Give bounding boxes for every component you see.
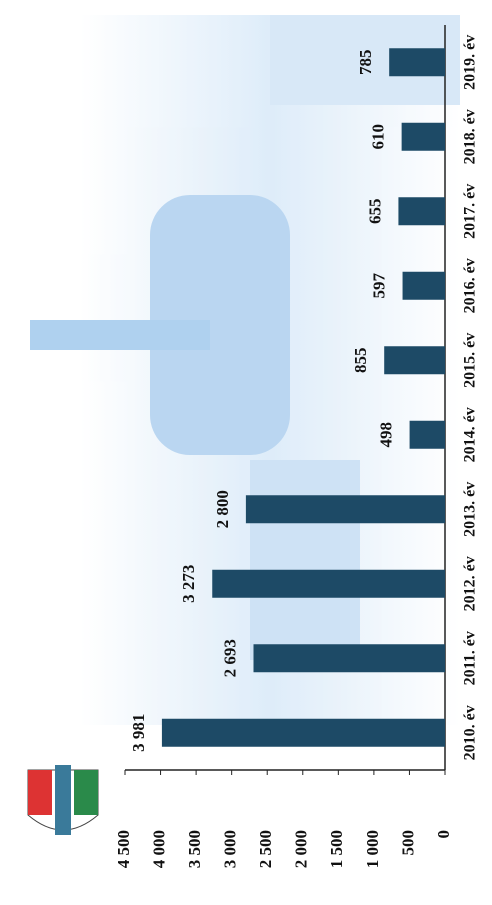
x-tick-label: 2014. év <box>462 407 479 462</box>
value-label: 3 273 <box>179 565 198 603</box>
logo <box>27 765 99 835</box>
bar <box>402 271 445 300</box>
x-tick-label: 2011. év <box>462 631 479 685</box>
bar <box>389 48 445 77</box>
bar <box>212 569 445 598</box>
bar <box>253 644 445 673</box>
bar <box>409 420 446 449</box>
y-tick-label: 3 000 <box>221 830 240 868</box>
x-tick-label: 2012. év <box>462 556 479 611</box>
y-tick-label: 0 <box>434 830 453 839</box>
bar <box>401 122 445 151</box>
plot: 0 500 1 000 1 500 2 000 2 500 3 000 3 500 4 000 4… <box>114 25 479 868</box>
y-tick-label: 3 500 <box>185 830 204 868</box>
value-label: 2 800 <box>213 490 232 528</box>
value-label: 3 981 <box>129 714 148 752</box>
y-tick-label: 4 500 <box>114 830 133 868</box>
y-tick-label: 2 500 <box>256 830 275 868</box>
x-tick-label: 2017. év <box>462 184 479 239</box>
value-label: 2 693 <box>220 639 239 677</box>
value-label: 610 <box>369 124 388 150</box>
value-label: 785 <box>356 50 375 76</box>
x-tick-label: 2019. év <box>462 35 479 90</box>
x-tick-label: 2018. év <box>462 109 479 164</box>
bar <box>245 495 445 524</box>
y-tick-label: 1 000 <box>363 830 382 868</box>
x-tick-label: 2016. év <box>462 258 479 313</box>
bar <box>384 346 446 375</box>
value-label: 498 <box>376 422 395 448</box>
y-tick-label: 500 <box>398 830 417 856</box>
value-label: 855 <box>351 348 370 374</box>
y-tick-label: 2 000 <box>292 830 311 868</box>
y-tick-label: 1 500 <box>327 830 346 868</box>
value-label: 655 <box>365 199 384 225</box>
y-tick-label: 4 000 <box>149 830 168 868</box>
x-tick-label: 2010. év <box>462 705 479 760</box>
bar <box>161 718 445 747</box>
value-label: 597 <box>369 273 388 299</box>
x-tick-label: 2013. év <box>462 482 479 537</box>
bar <box>398 197 445 226</box>
x-tick-label: 2015. év <box>462 333 479 388</box>
